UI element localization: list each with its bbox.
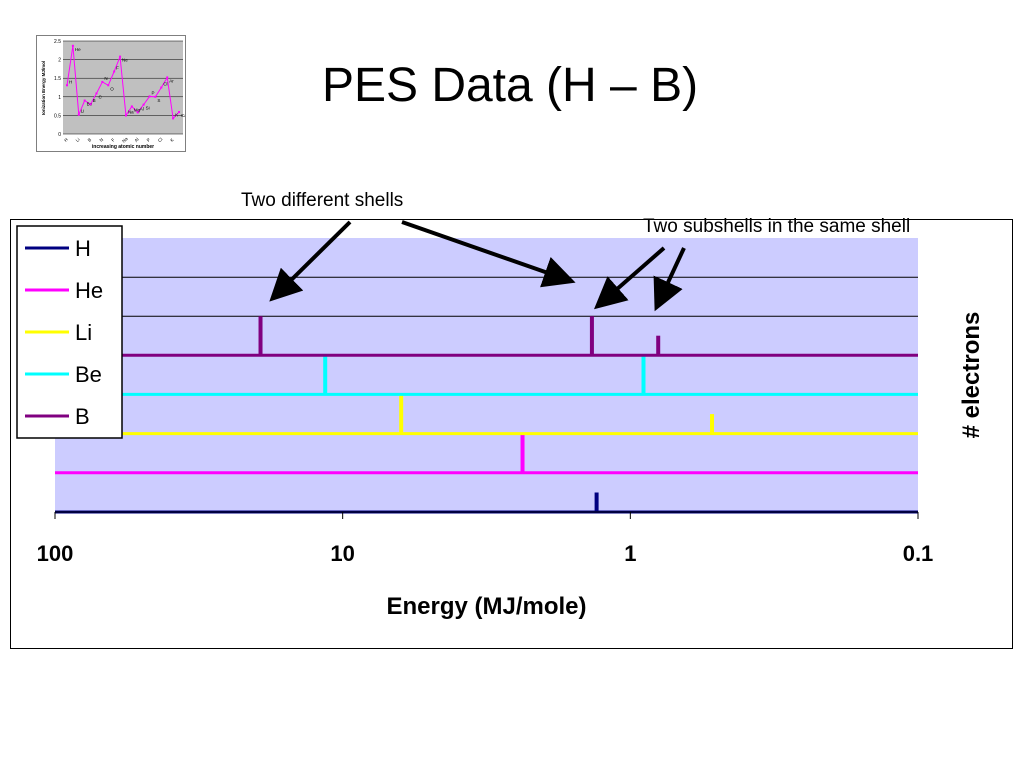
thumb-point <box>83 99 86 102</box>
thumb-y-label: Ionization Energy MJ/mol <box>41 61 46 115</box>
thumb-point-label: C <box>98 94 102 99</box>
slide-title: PES Data (H – B) <box>321 59 699 112</box>
thumb-point <box>107 84 110 87</box>
thumb-x-tick: N <box>98 137 104 143</box>
peak-li-1 <box>710 414 715 434</box>
peak-li-0 <box>399 394 404 434</box>
thumb-x-tick: Li <box>75 137 81 143</box>
legend-label-be: Be <box>75 362 102 387</box>
annotation-two-shells: Two different shells <box>241 190 404 211</box>
thumb-point <box>172 117 175 120</box>
annotation-two-subshells: Two subshells in the same shell <box>643 216 911 237</box>
legend-label-li: Li <box>75 320 92 345</box>
thumb-y-tick: 0 <box>58 132 61 138</box>
thumb-point-label: H <box>69 79 72 84</box>
thumb-point <box>77 113 80 116</box>
thumb-point <box>89 103 92 106</box>
peak-b-0 <box>258 316 263 356</box>
pes-chart: 100 10 1 0.1 Energy (MJ/mole) # electrons H He L… <box>10 219 1013 649</box>
thumb-point-label: F <box>116 66 119 71</box>
legend-label-b: B <box>75 404 90 429</box>
thumb-point-label: Si <box>146 106 150 111</box>
thumb-point-label: Cl <box>163 82 167 87</box>
thumb-x-tick: K <box>169 137 175 143</box>
thumb-point-label: Ca <box>181 113 185 118</box>
thumb-point <box>113 70 116 73</box>
x-axis-label: Energy (MJ/mole) <box>386 593 586 620</box>
thumb-point-label: P <box>152 90 155 95</box>
thumb-x-label: increasing atomic number <box>92 144 154 150</box>
peak-he-0 <box>520 433 525 473</box>
thumb-point <box>160 86 163 89</box>
legend-label-h: H <box>75 236 91 261</box>
thumb-y-tick: 2.5 <box>54 39 61 45</box>
thumb-point <box>136 111 139 114</box>
peak-be-1 <box>641 355 646 395</box>
thumb-y-tick: 2 <box>58 58 61 64</box>
x-tick-label: 0.1 <box>903 541 934 566</box>
thumb-point-label: Ne <box>122 58 128 63</box>
peak-be-0 <box>323 355 328 395</box>
thumb-x-tick: Al <box>133 137 139 143</box>
thumb-point-label: Ar <box>169 78 174 83</box>
thumb-point-label: B <box>93 98 96 103</box>
legend: H He Li Be B <box>16 225 123 439</box>
peak-h-0 <box>594 492 599 512</box>
thumb-y-tick: 1.5 <box>54 76 61 82</box>
thumb-point-label: O <box>110 86 114 91</box>
thumb-x-tick: Cl <box>157 137 164 144</box>
thumb-point <box>124 114 127 117</box>
thumb-point <box>101 80 104 83</box>
thumb-x-tick: P <box>146 137 152 143</box>
thumb-point-label: K <box>175 112 178 117</box>
thumb-point-label: He <box>75 47 81 52</box>
thumb-point-label: Li <box>81 109 85 114</box>
thumb-point <box>178 111 180 114</box>
thumb-x-tick: Na <box>121 136 129 144</box>
x-tick-label: 10 <box>330 541 354 566</box>
thumb-point <box>130 105 133 108</box>
thumb-point <box>148 95 151 98</box>
thumb-point-label: Mg <box>134 107 141 112</box>
thumb-point-label: Al <box>140 106 144 111</box>
peak-b-1 <box>589 316 594 356</box>
thumb-point <box>154 95 157 98</box>
plot-area <box>55 238 918 512</box>
thumb-point <box>166 76 169 79</box>
thumb-x-tick: B <box>87 137 93 143</box>
thumb-point-label: Na <box>128 109 134 114</box>
thumb-point <box>71 44 74 47</box>
thumb-x-tick: F <box>110 137 116 143</box>
peak-b-2 <box>656 335 661 356</box>
x-tick-label: 100 <box>37 541 74 566</box>
pes-chart-svg: 100 10 1 0.1 Energy (MJ/mole) # electrons H He L… <box>16 225 985 620</box>
thumb-point <box>119 55 122 58</box>
thumb-point <box>95 92 98 95</box>
thumb-y-tick: 0.5 <box>54 113 61 119</box>
thumb-point <box>142 103 145 106</box>
y-axis-label: # electrons <box>958 312 985 439</box>
thumbnail-chart: 0 0.5 1 1.5 2 2.5 H He Li Be B C N O F Ne Na Mg Al Si P S Cl Ar… <box>36 35 186 152</box>
thumb-point-label: N <box>104 76 107 81</box>
thumb-point-label: S <box>157 98 160 103</box>
thumb-y-tick: 1 <box>58 95 61 101</box>
legend-label-he: He <box>75 278 103 303</box>
x-tick-label: 1 <box>624 541 636 566</box>
thumb-point <box>66 84 68 87</box>
thumb-x-tick: H <box>63 137 69 143</box>
